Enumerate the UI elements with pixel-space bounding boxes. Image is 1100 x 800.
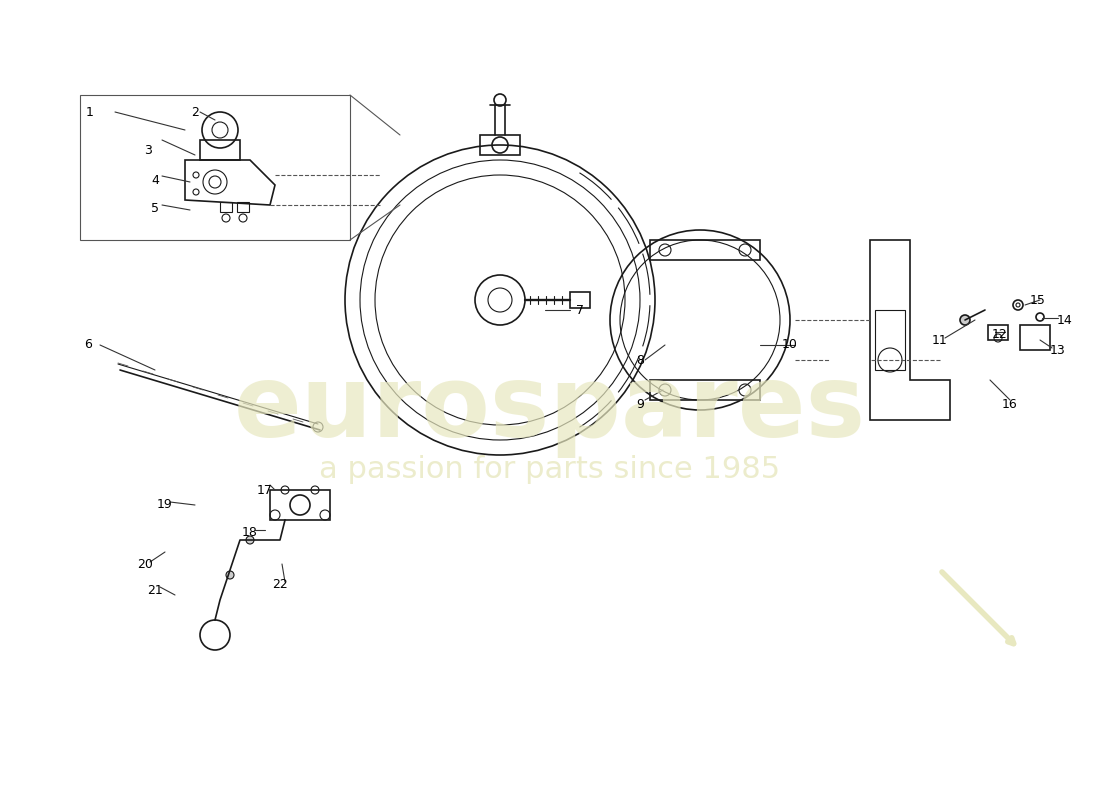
Text: 21: 21 <box>147 583 163 597</box>
Text: 5: 5 <box>151 202 160 214</box>
Text: eurospares: eurospares <box>234 362 866 458</box>
Text: 8: 8 <box>636 354 644 366</box>
Text: 6: 6 <box>84 338 92 351</box>
Text: 22: 22 <box>272 578 288 591</box>
Bar <box>220 202 232 212</box>
Text: a passion for parts since 1985: a passion for parts since 1985 <box>319 455 781 485</box>
Text: 13: 13 <box>1050 343 1066 357</box>
Bar <box>80 95 350 240</box>
Bar <box>874 310 905 370</box>
Text: 10: 10 <box>782 338 797 351</box>
Circle shape <box>226 571 234 579</box>
Text: 18: 18 <box>242 526 257 538</box>
Bar <box>570 292 590 308</box>
Text: 17: 17 <box>257 483 273 497</box>
Text: 2: 2 <box>191 106 199 118</box>
Text: 9: 9 <box>636 398 644 411</box>
Bar <box>236 202 249 212</box>
Text: 14: 14 <box>1057 314 1072 326</box>
Text: 12: 12 <box>992 329 1008 342</box>
Text: 15: 15 <box>1030 294 1046 306</box>
Text: 4: 4 <box>151 174 158 186</box>
Circle shape <box>246 536 254 544</box>
Text: 11: 11 <box>932 334 948 346</box>
Text: 19: 19 <box>157 498 173 511</box>
Text: 16: 16 <box>1002 398 1018 411</box>
Circle shape <box>960 315 970 325</box>
Text: 1: 1 <box>86 106 94 118</box>
Text: 20: 20 <box>138 558 153 571</box>
Text: 3: 3 <box>144 143 152 157</box>
Bar <box>480 135 520 155</box>
Text: 7: 7 <box>576 303 584 317</box>
